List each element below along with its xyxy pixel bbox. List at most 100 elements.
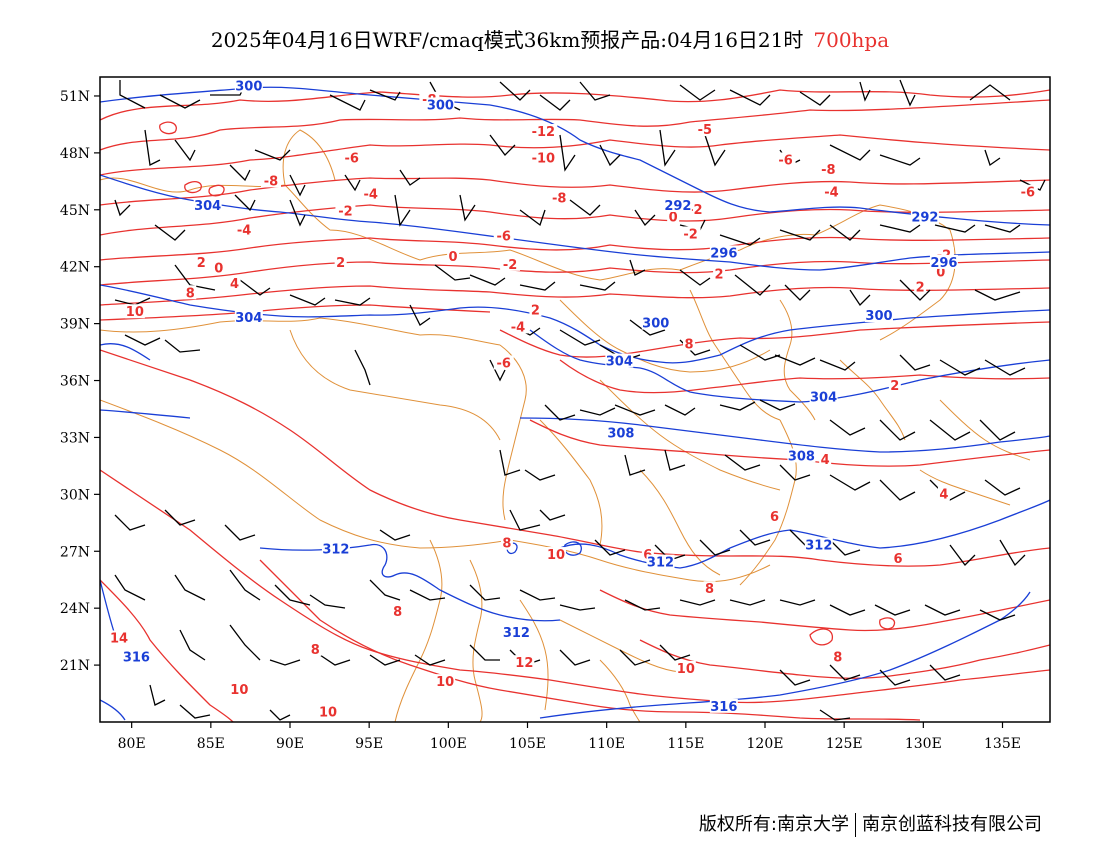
height-label: 312 — [805, 539, 832, 554]
temperature-label: 2 — [336, 256, 345, 271]
lon-tick-label: 105E — [509, 736, 546, 752]
lat-tick-label: 39N — [60, 317, 90, 333]
latitude-axis: 51N 48N 45N 42N 39N 36N 33N 30N 27N 24N 21N — [60, 89, 100, 674]
height-label: 304 — [606, 355, 633, 370]
lat-tick-label: 30N — [60, 487, 90, 503]
lon-tick-label: 130E — [905, 736, 942, 752]
temperature-label: 10 — [677, 662, 695, 677]
height-label-halo — [804, 537, 833, 552]
lat-tick-label: 45N — [60, 203, 90, 219]
temperature-label-halo — [309, 641, 322, 656]
temperature-label: -4 — [237, 224, 251, 239]
height-label: 312 — [647, 556, 674, 571]
temperature-label: 4 — [230, 277, 239, 292]
copyright-left: 版权所有:南京大学 — [698, 814, 849, 835]
temperature-label: -6 — [497, 229, 511, 244]
temperature-label-halo — [493, 355, 514, 370]
temperature-label: -4 — [824, 186, 838, 201]
lat-tick-label: 51N — [60, 89, 90, 105]
temperature-label-halo — [234, 222, 255, 237]
temperature-label-halo — [713, 266, 726, 281]
temperature-label-halo — [500, 256, 521, 271]
temperature-label: 2 — [531, 303, 540, 318]
lat-tick-label: 24N — [60, 601, 90, 617]
height-label: 296 — [930, 256, 957, 271]
temperature-label-halo — [675, 660, 696, 675]
height-contours — [100, 86, 1050, 721]
temperature-label: 0 — [669, 210, 678, 225]
temperature-label-halo — [514, 655, 535, 670]
temperature-label-halo — [391, 603, 404, 618]
height-label-halo — [809, 389, 838, 404]
height-labels: 300 300 304 292 292 296 296 304 300 300 304 304 308 3… — [122, 78, 958, 715]
temperature-label: 10 — [319, 706, 337, 721]
lon-tick-label: 85E — [197, 736, 225, 752]
temperature-label-halo — [818, 161, 839, 176]
footer-separator — [855, 813, 856, 837]
height-label-halo — [193, 198, 222, 212]
temperature-label-halo — [184, 285, 197, 300]
lon-tick-label: 120E — [747, 736, 784, 752]
lat-tick-label: 27N — [60, 544, 90, 560]
lon-tick-label: 95E — [355, 736, 383, 752]
temperature-contours — [100, 89, 1050, 722]
temperature-label-halo — [500, 535, 513, 550]
temperature-label: 2 — [197, 256, 206, 271]
height-label: 304 — [194, 199, 221, 214]
height-label: 292 — [664, 199, 691, 214]
temperature-label-halo — [508, 319, 528, 334]
height-label-halo — [787, 448, 816, 463]
temperature-label: 14 — [110, 632, 128, 647]
height-label: 316 — [710, 700, 737, 715]
lat-tick-label: 42N — [60, 260, 90, 276]
temperature-label: -2 — [338, 205, 352, 220]
temperature-label: -6 — [497, 356, 511, 371]
temperature-label: 2 — [715, 267, 724, 282]
height-label-halo — [929, 254, 958, 269]
height-label: 300 — [427, 98, 454, 113]
temperature-label-halo — [334, 254, 347, 269]
height-label: 300 — [642, 317, 669, 332]
temperature-label-halo — [821, 184, 842, 199]
temperature-label-halo — [529, 124, 558, 139]
temperature-label: -4 — [511, 320, 525, 335]
height-label-halo — [910, 209, 939, 224]
temperature-label: 2 — [916, 281, 925, 296]
temperature-label: 10 — [547, 548, 565, 563]
temperature-label: 8 — [393, 605, 402, 620]
plot-frame — [99, 76, 1051, 723]
temperature-label-halo — [703, 581, 716, 596]
height-label-halo — [321, 541, 350, 556]
temperature-label: 4 — [939, 487, 948, 502]
lon-tick-label: 90E — [276, 736, 304, 752]
height-label-halo — [234, 309, 263, 324]
temperature-label: -2 — [503, 258, 517, 273]
temperature-label-halo — [318, 704, 338, 719]
temperature-label: -4 — [364, 188, 378, 203]
temperature-label: -6 — [1021, 186, 1035, 201]
longitude-axis: 80E 85E 90E 95E 100E 105E 110E 115E 120E 125E 130E… — [118, 722, 1021, 752]
height-label-halo — [606, 425, 635, 440]
height-label: 304 — [810, 391, 837, 406]
temperature-label: 10 — [230, 683, 248, 698]
temperature-label-halo — [892, 550, 904, 565]
temperature-label: 8 — [502, 537, 511, 552]
temperature-label-halo — [493, 228, 514, 243]
temperature-label-halo — [914, 279, 927, 294]
temperature-label: 8 — [311, 643, 320, 658]
temperature-label-halo — [1017, 184, 1038, 199]
temperature-label-halo — [775, 152, 796, 167]
plot-background — [100, 77, 1050, 722]
height-label: 292 — [911, 210, 938, 225]
temperature-label: 0 — [214, 262, 223, 277]
temperature-label-halo — [341, 150, 362, 165]
temperature-label: 6 — [893, 552, 902, 567]
height-label: 300 — [865, 309, 892, 324]
temperature-label-halo — [819, 452, 832, 467]
height-label-halo — [122, 649, 151, 664]
height-label: 296 — [710, 246, 737, 261]
temperature-label: 8 — [186, 286, 195, 301]
height-label: 316 — [123, 651, 150, 666]
temperature-label-halo — [228, 275, 241, 290]
